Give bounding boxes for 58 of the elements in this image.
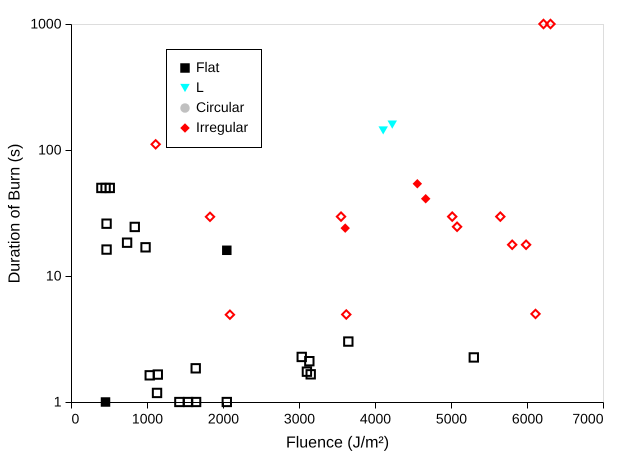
point bbox=[530, 308, 541, 320]
point bbox=[341, 309, 352, 320]
x-tick-label: 3000 bbox=[284, 410, 316, 426]
y-axis-title: Duration of Burn (s) bbox=[6, 144, 24, 284]
point bbox=[140, 242, 151, 252]
x-tick-label: 4000 bbox=[360, 410, 392, 426]
legend-label: Irregular bbox=[196, 119, 248, 135]
point bbox=[174, 396, 185, 408]
x-tick-label: 5000 bbox=[436, 410, 468, 426]
point bbox=[144, 370, 155, 380]
point bbox=[538, 18, 549, 30]
point bbox=[336, 211, 346, 222]
point bbox=[152, 369, 163, 380]
point bbox=[520, 240, 532, 250]
point bbox=[130, 222, 140, 232]
legend-label: L bbox=[196, 79, 204, 95]
y-tick-label: 10 bbox=[46, 268, 62, 284]
point bbox=[122, 237, 132, 248]
point bbox=[222, 396, 232, 408]
point bbox=[388, 120, 397, 129]
legend-label: Circular bbox=[196, 99, 245, 115]
point bbox=[100, 182, 111, 194]
point bbox=[378, 126, 388, 135]
point bbox=[152, 388, 162, 398]
point bbox=[302, 366, 312, 377]
x-tick-label: 2000 bbox=[208, 410, 240, 426]
point bbox=[101, 244, 112, 255]
point bbox=[101, 218, 112, 229]
y-tick-label: 1 bbox=[54, 394, 62, 410]
point bbox=[545, 18, 556, 30]
x-tick-label: 7000 bbox=[572, 410, 604, 426]
point bbox=[468, 352, 479, 363]
point bbox=[506, 240, 518, 250]
point bbox=[420, 194, 430, 204]
point bbox=[150, 139, 161, 150]
point bbox=[412, 178, 422, 188]
point bbox=[204, 212, 216, 222]
y-tick-label: 1000 bbox=[30, 16, 62, 32]
point bbox=[447, 211, 458, 222]
point bbox=[222, 246, 232, 256]
x-axis-title: Fluence (J/m²) bbox=[286, 434, 390, 452]
point bbox=[304, 356, 315, 366]
point bbox=[100, 397, 110, 407]
point bbox=[224, 310, 236, 320]
point bbox=[104, 182, 115, 194]
point bbox=[452, 222, 462, 232]
legend-label: Flat bbox=[196, 59, 220, 75]
point bbox=[190, 363, 201, 374]
point bbox=[495, 211, 506, 222]
x-tick-label: 6000 bbox=[512, 410, 544, 426]
point bbox=[343, 336, 354, 347]
x-tick-label: 0 bbox=[72, 410, 80, 426]
point bbox=[340, 223, 350, 233]
x-tick-label: 1000 bbox=[132, 410, 164, 426]
y-tick-label: 100 bbox=[38, 142, 62, 158]
point bbox=[296, 352, 307, 362]
point bbox=[190, 396, 202, 408]
point bbox=[306, 369, 316, 380]
